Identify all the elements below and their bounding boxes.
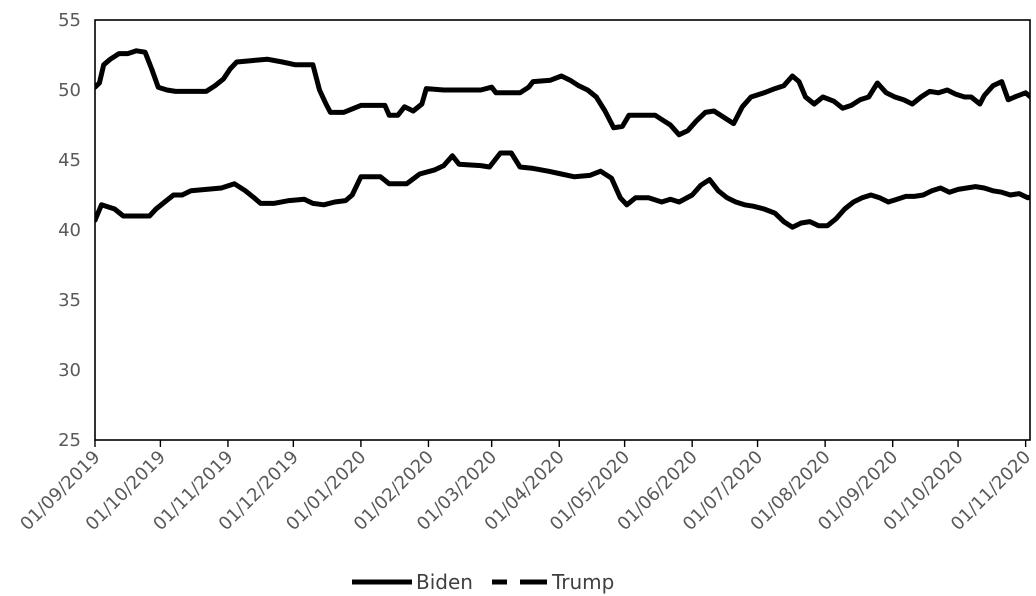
- series-line-biden: [95, 48, 1030, 138]
- y-axis: 25 30 35 40 45 50 55: [58, 10, 81, 451]
- y-tick-label: 40: [58, 220, 81, 241]
- series-line-trump: [95, 150, 1030, 230]
- legend: Biden Trump: [352, 570, 614, 594]
- y-tick-label: 50: [58, 80, 81, 101]
- y-tick-label: 30: [58, 360, 81, 381]
- y-tick-label: 35: [58, 290, 81, 311]
- y-tick-label: 45: [58, 150, 81, 171]
- plot-frame: [94, 19, 1031, 441]
- x-axis: 01/09/201901/10/201901/11/201901/12/2019…: [16, 440, 1035, 535]
- y-tick-label: 25: [58, 430, 81, 451]
- legend-label-trump: Trump: [551, 570, 614, 594]
- y-tick-label: 55: [58, 10, 81, 31]
- plot-area-border: [94, 19, 1031, 441]
- series-layer: [95, 48, 1030, 230]
- legend-label-biden: Biden: [416, 570, 473, 594]
